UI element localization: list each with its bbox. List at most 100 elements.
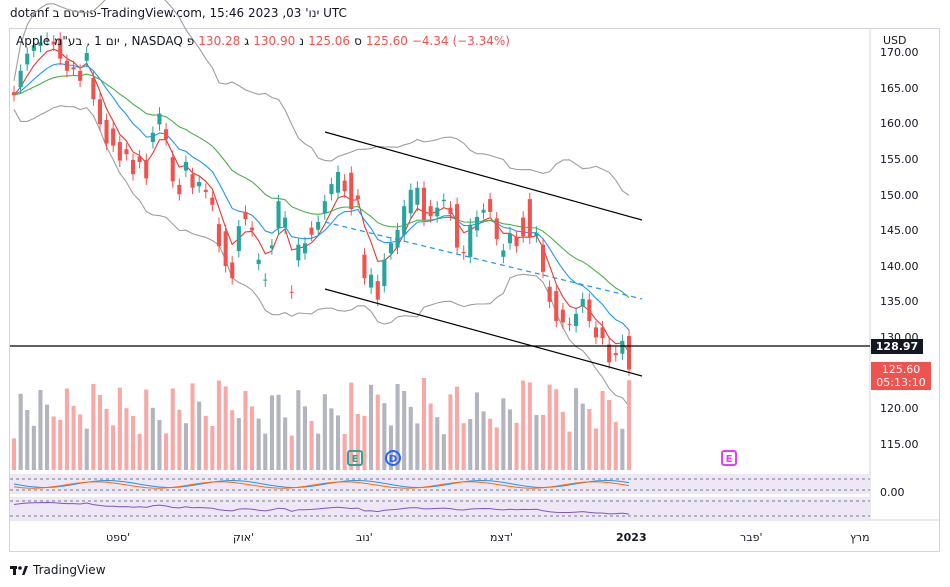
candle-body	[388, 243, 393, 254]
volume-bar	[521, 380, 526, 470]
candle-body	[435, 207, 440, 217]
candle-body	[263, 279, 268, 281]
y-tick-label: 115.00	[880, 438, 919, 451]
candle-body	[587, 299, 592, 321]
volume-bar	[382, 403, 387, 470]
oscillator-1-signal-line	[13, 479, 630, 489]
candle-body	[474, 216, 479, 231]
x-tick-label: 2023	[616, 531, 647, 544]
exchange: NASDAQ	[131, 34, 183, 48]
level-price-tag: 128.97	[871, 339, 923, 354]
candle-body	[613, 353, 618, 356]
candle-body	[177, 184, 182, 195]
volume-bar	[38, 390, 43, 470]
current-price: 125.60	[881, 363, 921, 376]
candle-body	[230, 262, 235, 279]
channel-midline	[324, 221, 643, 300]
chart-frame	[9, 28, 940, 552]
change-value: −4.34 (−3.34%)	[411, 34, 510, 48]
volume-bar	[375, 394, 380, 470]
volume-bar	[580, 403, 585, 470]
volume-bar	[441, 434, 446, 470]
osc-zero-label: 0.00	[880, 486, 905, 499]
volume-bar	[468, 419, 473, 470]
candle-body	[342, 180, 347, 192]
earnings-event-icon[interactable]: E	[347, 450, 363, 466]
volume-bar	[461, 423, 466, 470]
volume-bar	[455, 386, 460, 470]
volume-bar	[494, 427, 499, 470]
volume-bar	[309, 421, 314, 470]
dividend-event-icon[interactable]: D	[385, 450, 401, 466]
candle-body	[441, 199, 446, 202]
candle-body	[216, 224, 221, 247]
volume-bar	[567, 431, 572, 470]
candle-body	[336, 172, 341, 193]
candle-body	[421, 187, 426, 220]
candle-body	[507, 233, 512, 244]
volume-bar	[256, 418, 261, 470]
footer-brand[interactable]: TradingView	[10, 563, 106, 577]
candle-body	[329, 184, 334, 195]
volume-bar	[197, 401, 202, 470]
candle-body	[64, 60, 69, 71]
candle-body	[395, 229, 400, 248]
open-label: פ	[186, 34, 195, 48]
candle-body	[256, 259, 261, 264]
high-value: 130.90	[253, 34, 296, 48]
oscillator-2-line	[13, 501, 630, 515]
volume-bar	[58, 419, 63, 470]
candle-body	[600, 327, 605, 339]
brand-name: TradingView	[33, 563, 106, 577]
volume-bar	[111, 425, 116, 470]
candle-body	[481, 209, 486, 213]
volume-bar	[421, 378, 426, 470]
symbol-legend: Apple בע"מ, 1 יום, NASDAQ פ 130.28 ג 130.9…	[16, 34, 510, 48]
candle-body	[71, 67, 76, 70]
currency-label[interactable]: USD	[883, 34, 907, 47]
candle-body	[362, 254, 367, 279]
close-value: 125.60	[365, 34, 408, 48]
candle-body	[223, 231, 228, 267]
candle-body	[104, 120, 109, 144]
volume-bar	[349, 382, 354, 470]
volume-bar	[31, 425, 36, 470]
ema-fast-line	[13, 48, 630, 353]
volume-bar	[488, 418, 493, 470]
volume-bar	[269, 395, 274, 470]
symbol-name[interactable]: Apple	[16, 34, 51, 48]
candle-body	[296, 244, 301, 261]
candle-body	[124, 149, 129, 155]
candle-body	[574, 313, 579, 326]
volume-bar	[355, 414, 360, 470]
candle-body	[157, 113, 162, 125]
volume-bar	[428, 403, 433, 470]
volume-bar	[620, 428, 625, 470]
volume-bar	[243, 391, 248, 470]
candle-body	[197, 182, 202, 187]
volume-bar	[190, 383, 195, 470]
candle-body	[580, 298, 585, 307]
candle-body	[627, 336, 632, 370]
candle-body	[402, 206, 407, 235]
candle-body	[84, 53, 89, 61]
volume-bar	[369, 384, 374, 470]
volume-bar	[131, 416, 136, 470]
timeframe[interactable]: 1	[94, 34, 102, 48]
candle-body	[514, 236, 519, 247]
candle-body	[11, 92, 16, 96]
candle-body	[309, 227, 314, 235]
tradingview-logo-icon	[10, 566, 28, 575]
candle-body	[283, 217, 288, 228]
candle-body	[38, 42, 43, 46]
volume-bar	[507, 409, 512, 470]
candle-body	[501, 250, 506, 257]
volume-bar	[302, 406, 307, 470]
volume-bar	[448, 394, 453, 470]
volume-bar	[560, 411, 565, 470]
earnings-upcoming-icon[interactable]: E	[721, 450, 737, 466]
bollinger-lower-band	[13, 105, 630, 407]
current-price-tag: 125.60 05:13:10	[871, 362, 931, 390]
candle-body	[560, 309, 565, 323]
